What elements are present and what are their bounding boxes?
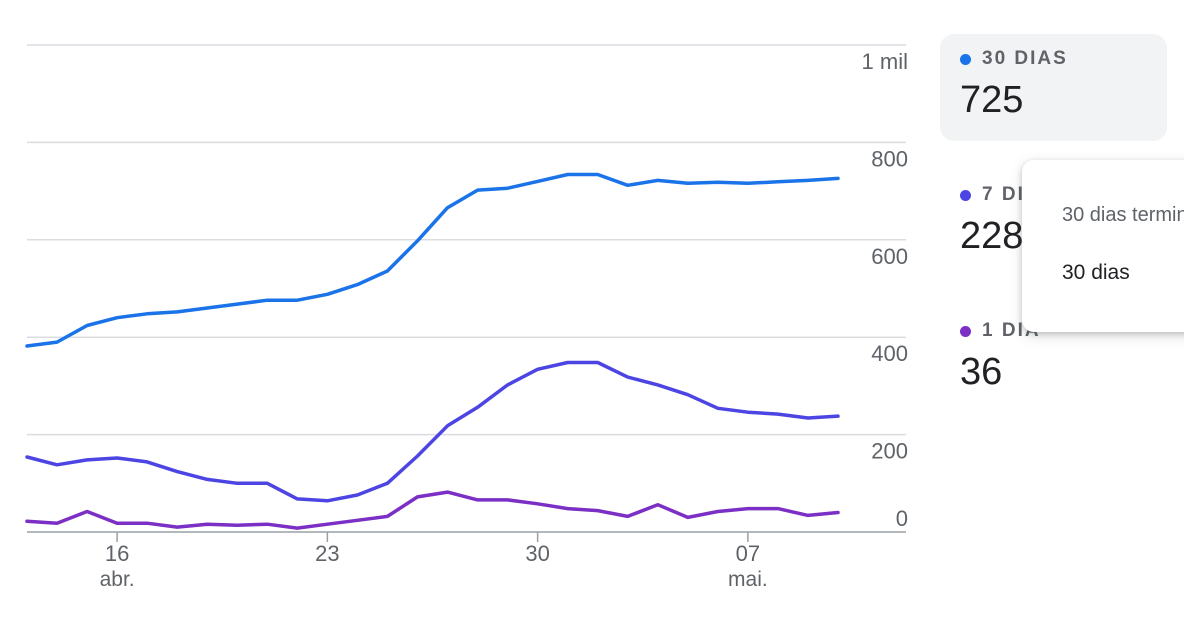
legend-value: 36 [960, 351, 1003, 393]
series-line-1 [25, 172, 840, 348]
series-line-2 [25, 360, 840, 503]
legend-label: 30 DIAS [982, 48, 1068, 69]
x-tick-sublabel: abr. [100, 568, 135, 591]
legend-card-30-dias[interactable]: 30 DIAS 725 [940, 34, 1167, 141]
series-line-3 [25, 490, 840, 530]
tooltip-title: 30 dias terminando hoje [1062, 204, 1184, 226]
y-tick-label: 200 [871, 439, 908, 464]
tooltip: 30 dias terminando hoje 30 dias [1022, 160, 1184, 332]
y-tick-label: 400 [871, 341, 908, 366]
x-tick-label: 16 [105, 541, 129, 566]
legend-dot-icon [960, 53, 971, 65]
legend-value: 228 [960, 215, 1024, 257]
chart-grid [27, 44, 906, 533]
legend-dot-icon [960, 189, 971, 201]
x-tick-label: 23 [315, 541, 339, 566]
y-axis: 0 200 400 600 800 1 mil [862, 49, 908, 531]
y-tick-label: 1 mil [862, 49, 908, 74]
x-tick-label: 07 [736, 541, 760, 566]
chart-series [25, 172, 840, 530]
x-tick-label: 30 [525, 541, 549, 566]
y-tick-label: 800 [871, 146, 908, 171]
tooltip-body: 30 dias [1062, 261, 1130, 284]
y-tick-label: 600 [871, 244, 908, 269]
legend-dot-icon [960, 325, 971, 337]
legend-value: 725 [960, 79, 1024, 121]
y-tick-label: 0 [896, 506, 908, 531]
x-tick-sublabel: mai. [728, 568, 768, 591]
